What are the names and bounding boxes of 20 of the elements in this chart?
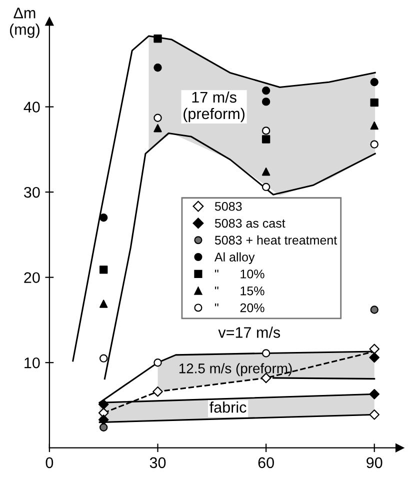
y-tick-label: 20: [24, 272, 40, 284]
annotation: 17 m/s (preform): [184, 91, 244, 122]
y-tick-label: 30: [24, 186, 40, 198]
legend-label: " 20%: [214, 303, 264, 312]
x-tick-label: 90: [366, 457, 382, 468]
annotation: fabric: [210, 402, 246, 413]
legend-label: 5083: [214, 202, 242, 211]
legend-label: 5083 + heat treatment: [214, 235, 338, 245]
legend-label: " 15%: [214, 286, 264, 296]
legend-label: 5083 as cast: [214, 218, 286, 228]
x-tick-label: 60: [258, 457, 274, 468]
legend-label: Al alloy: [214, 252, 255, 264]
annotation: 12.5 m/s (preform): [179, 363, 292, 376]
y-tick-label: 40: [24, 102, 40, 113]
annotation: v=17 m/s: [218, 326, 280, 338]
x-tick-label: 0: [46, 457, 54, 468]
legend-label: " 10%: [214, 270, 264, 278]
x-tick-label: 30: [150, 457, 166, 468]
y-axis-title: Δm (mg): [10, 8, 40, 38]
y-tick-label: 10: [24, 357, 40, 368]
